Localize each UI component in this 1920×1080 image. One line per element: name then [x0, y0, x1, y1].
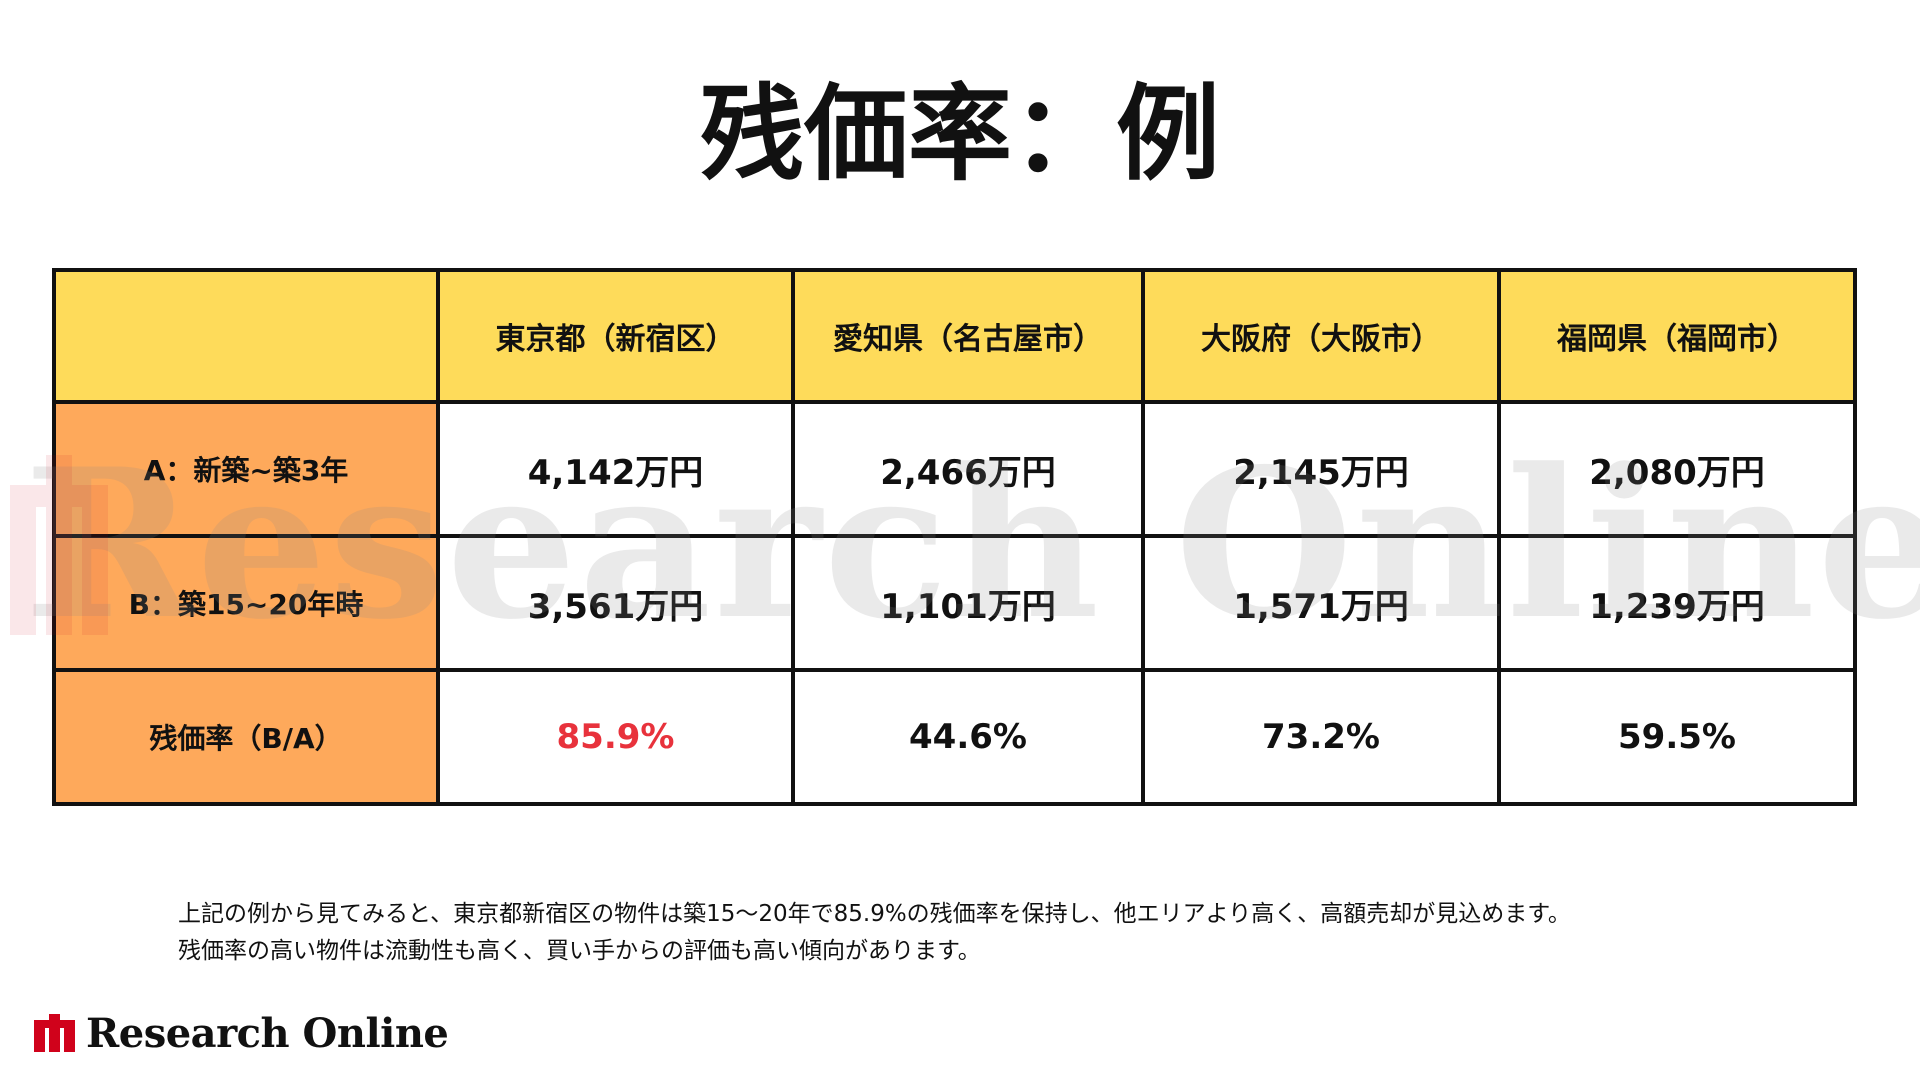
page-title: 残価率：例	[699, 73, 1220, 195]
table-row: 残価率（B/A） 85.9% 44.6% 73.2% 59.5%	[52, 668, 1857, 806]
table-cell: 1,101万円	[791, 534, 1145, 672]
table-cell: 4,142万円	[436, 400, 795, 538]
table-cell: 44.6%	[791, 668, 1145, 806]
table-cell: 1,239万円	[1497, 534, 1857, 672]
explanation-line-1: 上記の例から見てみると、東京都新宿区の物件は築15～20年で85.9%の残価率を…	[178, 901, 1571, 927]
row-label-residual-rate: 残価率（B/A）	[52, 668, 440, 806]
table-row: A：新築~築3年 4,142万円 2,466万円 2,145万円 2,080万円	[52, 400, 1857, 538]
row-label-aged-price: B：築15~20年時	[52, 534, 440, 672]
table-cell: 2,080万円	[1497, 400, 1857, 538]
footer-logo: Research Online	[34, 1008, 449, 1058]
highlighted-rate-cell: 85.9%	[436, 668, 795, 806]
table-cell: 59.5%	[1497, 668, 1857, 806]
column-header-fukuoka: 福岡県（福岡市）	[1497, 268, 1857, 404]
column-header-tokyo: 東京都（新宿区）	[436, 268, 795, 404]
table-cell: 3,561万円	[436, 534, 795, 672]
table-corner-cell	[52, 268, 440, 404]
logo-wordmark: Research Online	[86, 1009, 449, 1057]
row-label-new-build-price: A：新築~築3年	[52, 400, 440, 538]
residual-value-table: 東京都（新宿区） 愛知県（名古屋市） 大阪府（大阪市） 福岡県（福岡市） A：新…	[52, 268, 1857, 806]
research-online-logo-icon	[34, 1014, 76, 1052]
table-cell: 2,145万円	[1141, 400, 1501, 538]
explanation-line-2: 残価率の高い物件は流動性も高く、買い手からの評価も高い傾向があります。	[178, 938, 981, 964]
table-row: B：築15~20年時 3,561万円 1,101万円 1,571万円 1,239…	[52, 534, 1857, 672]
table-cell: 1,571万円	[1141, 534, 1501, 672]
column-header-osaka: 大阪府（大阪市）	[1141, 268, 1501, 404]
explanation-text: 上記の例から見てみると、東京都新宿区の物件は築15～20年で85.9%の残価率を…	[178, 896, 1778, 970]
table-header-row: 東京都（新宿区） 愛知県（名古屋市） 大阪府（大阪市） 福岡県（福岡市）	[52, 268, 1857, 404]
table-cell: 2,466万円	[791, 400, 1145, 538]
column-header-aichi: 愛知県（名古屋市）	[791, 268, 1145, 404]
table-cell: 73.2%	[1141, 668, 1501, 806]
